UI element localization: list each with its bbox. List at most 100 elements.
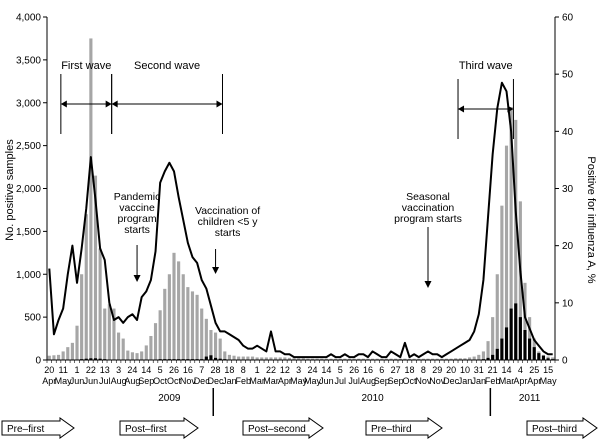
grey-bar: [260, 357, 264, 360]
grey-bar: [89, 38, 93, 360]
grey-bar: [66, 347, 70, 360]
x-tick-label-day: 10: [460, 365, 470, 375]
wave-label: Second wave: [134, 60, 200, 72]
period-arrow-label: Post–second: [248, 424, 306, 435]
x-tick-label-day: 24: [308, 365, 318, 375]
x-tick-label-month: Nov: [429, 376, 446, 386]
grey-bar: [56, 354, 61, 360]
x-tick-label-month: Jun: [319, 376, 334, 386]
callout-text: children <5 y: [198, 216, 259, 228]
grey-bar: [204, 318, 208, 360]
x-tick-label-month: May: [540, 376, 558, 386]
x-tick-label-day: 22: [86, 365, 96, 375]
black-bar: [218, 358, 222, 360]
period-arrow-label: Post–first: [125, 424, 167, 435]
period-arrow-shape: [119, 417, 199, 439]
grey-bar: [384, 358, 389, 360]
x-tick-label-month: Apr: [42, 376, 56, 386]
wave-label: First wave: [61, 60, 111, 72]
grey-bar: [431, 358, 435, 360]
wave-arrowhead-right: [507, 105, 514, 113]
left-tick-label: 3,500: [16, 55, 41, 66]
grey-bar: [144, 345, 148, 360]
x-tick-label-day: 11: [58, 365, 67, 375]
right-tick-label: 50: [562, 70, 574, 81]
grey-bar: [315, 358, 319, 360]
black-bar: [204, 356, 208, 360]
x-tick-label-month: Aug: [111, 376, 127, 386]
grey-bar: [297, 358, 301, 360]
grey-bar: [398, 358, 402, 360]
grey-bar: [407, 358, 412, 360]
x-tick-label-day: 21: [488, 365, 498, 375]
grey-bar: [504, 145, 509, 360]
grey-bar: [371, 358, 375, 360]
period-arrow-shape: [242, 417, 324, 439]
x-tick-label-month: Apr: [513, 376, 527, 386]
grey-bar: [153, 323, 158, 360]
right-tick-label: 40: [562, 127, 574, 138]
right-tick-label: 30: [562, 184, 574, 195]
grey-bar: [500, 205, 504, 360]
year-label: 2011: [519, 393, 541, 404]
grey-bar: [357, 358, 361, 360]
callout-text: starts: [124, 224, 150, 236]
x-tick-label-month: Sep: [374, 376, 390, 386]
grey-bar: [352, 358, 356, 360]
grey-bar: [135, 353, 139, 360]
x-tick-label-month: Sep: [138, 376, 154, 386]
x-tick-label-day: 26: [169, 365, 179, 375]
grey-bar: [84, 214, 88, 360]
x-tick-label-day: 4: [518, 365, 523, 375]
grey-bar: [186, 287, 190, 360]
wave-arrowhead-left: [60, 100, 67, 108]
x-tick-label-day: 1: [255, 365, 260, 375]
left-axis-title: No. positive samples: [4, 139, 16, 241]
grey-bar: [467, 357, 472, 360]
grey-bar: [481, 351, 485, 360]
grey-bar: [523, 282, 527, 360]
callout-arrowhead: [212, 267, 220, 274]
grey-bar: [167, 274, 171, 360]
x-tick-label-day: 12: [280, 365, 290, 375]
left-tick-label: 2,500: [16, 141, 41, 152]
grey-bar: [93, 175, 98, 360]
x-tick-label-day: 31: [474, 365, 484, 375]
x-tick-label-day: 13: [100, 365, 110, 375]
x-tick-label-month: Jan: [472, 376, 487, 386]
callout-text: vaccine: [119, 202, 155, 214]
x-tick-label-day: 24: [127, 365, 137, 375]
x-tick-label-day: 3: [296, 365, 301, 375]
x-tick-label-month: Jul: [99, 376, 111, 386]
black-bar: [537, 353, 541, 360]
grey-bar: [394, 358, 398, 360]
grey-bar: [98, 248, 102, 360]
grey-bar: [232, 355, 236, 360]
callout-text: Vaccination of: [195, 205, 260, 217]
x-tick-label-day: 29: [432, 365, 442, 375]
grey-bar: [283, 357, 287, 360]
x-tick-label-month: Jan: [458, 376, 473, 386]
x-tick-label-month: Feb: [236, 376, 252, 386]
grey-bar: [491, 317, 495, 360]
period-arrow-shape: [526, 417, 598, 439]
grey-bar: [361, 358, 365, 360]
grey-bar: [237, 356, 241, 360]
black-bar: [546, 358, 550, 360]
grey-bar: [103, 308, 107, 360]
black-bar: [532, 347, 536, 360]
right-y-axis: 0 10 20 30 40 50 60: [554, 13, 574, 367]
grey-bar: [52, 355, 56, 360]
x-tick-label-day: 14: [321, 365, 331, 375]
callout-text: program: [117, 213, 156, 225]
grey-bar: [514, 119, 518, 361]
x-tick-label-day: 18: [224, 365, 234, 375]
grey-bar: [213, 332, 218, 360]
x-tick-label-day: 8: [421, 365, 426, 375]
x-tick-label-day: 15: [543, 365, 553, 375]
black-bar: [486, 357, 490, 360]
x-tick-label-month: Mar: [499, 376, 515, 386]
grey-bar: [412, 358, 416, 360]
period-arrow-label: Pre–third: [371, 424, 412, 435]
